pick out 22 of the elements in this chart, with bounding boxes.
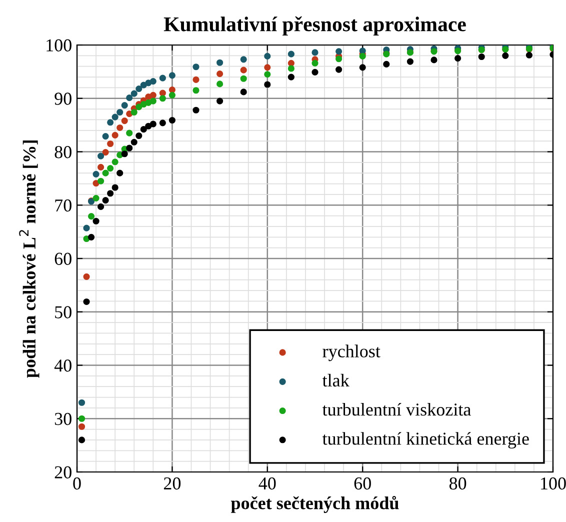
legend-label: rychlost [322,344,380,362]
y-tick-label: 90 [54,92,72,105]
x-tick-label: 60 [354,477,371,490]
legend-label: turbulentní viskozita [322,402,471,416]
y-tick-label: 60 [54,252,72,265]
y-axis-title: podíl na celkové L$^{2}$ normě [%] [19,140,40,378]
legend-label: tlak [322,374,350,387]
legend-label: turbulentní kinetická energie [322,432,529,449]
y-tick-label: 100 [46,39,72,52]
x-tick-label: 20 [164,477,181,490]
y-tick-label: 30 [54,412,72,426]
chart-title: Kumulativní přesnost aproximace [164,16,466,36]
x-tick-label: 80 [449,477,466,490]
x-tick-label: 100 [541,477,566,490]
y-tick-label: 80 [54,146,72,158]
x-tick-label: 0 [73,477,81,490]
x-tick-label: 40 [258,477,276,490]
y-tick-label: 40 [54,360,72,372]
x-axis-title: počet sečtených módů [230,496,399,513]
y-tick-label: 20 [54,466,72,478]
y-tick-label: 70 [55,199,72,212]
y-tick-label: 50 [55,306,72,318]
